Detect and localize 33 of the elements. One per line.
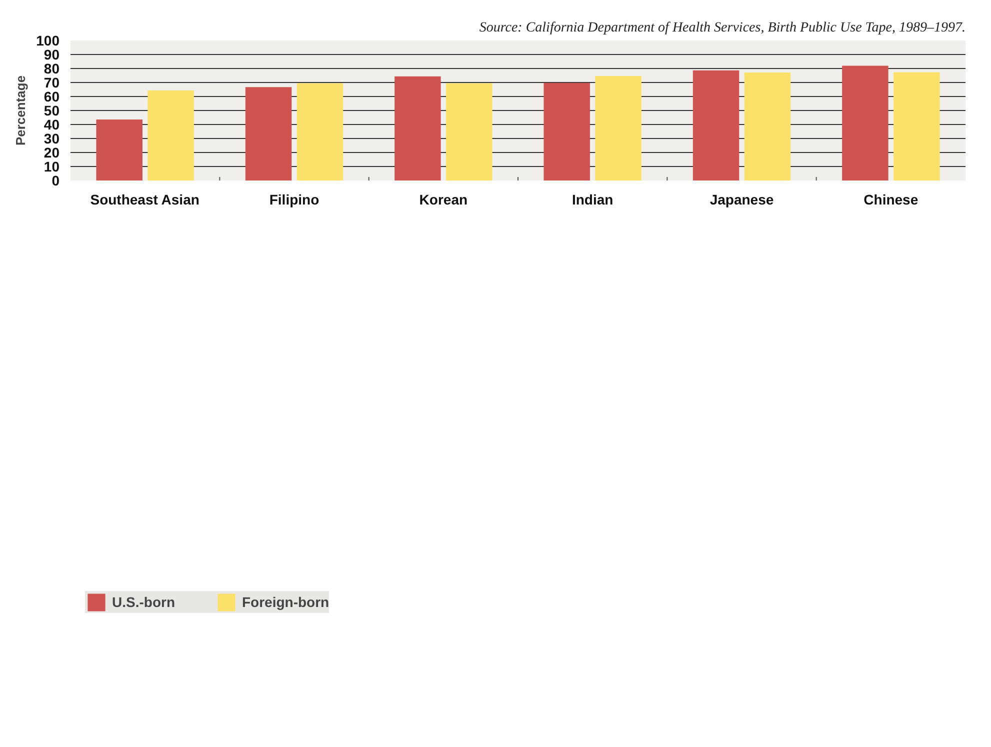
- y-tick-label: 50: [44, 102, 60, 118]
- x-tick-label: Japanese: [710, 192, 774, 208]
- x-tick-label: Korean: [419, 192, 468, 208]
- x-tick-label: Filipino: [269, 192, 320, 208]
- y-tick-label: 20: [44, 144, 60, 160]
- bar: [894, 72, 940, 180]
- y-tick-label: 90: [44, 46, 60, 62]
- y-tick-label: 70: [44, 74, 60, 90]
- y-tick-label: 10: [44, 158, 60, 174]
- bar: [296, 83, 344, 180]
- x-tick-label: Chinese: [864, 192, 918, 208]
- bar: [148, 90, 194, 180]
- y-tick-label: 0: [52, 172, 60, 188]
- y-tick-label: 40: [44, 116, 60, 132]
- bar: [842, 66, 888, 180]
- source-note: Source: California Department of Health Services, Birth Public Use Tape, 1989–1997.: [479, 20, 966, 36]
- y-axis-title: Percentage: [13, 75, 28, 146]
- y-tick-label: 100: [36, 32, 60, 48]
- bar: [744, 72, 791, 180]
- x-tick-label: Southeast Asian: [90, 192, 200, 208]
- bar: [245, 87, 292, 180]
- y-tick-label: 30: [44, 130, 60, 146]
- legend-label: U.S.-born: [112, 594, 175, 610]
- y-tick-label: 60: [44, 88, 60, 104]
- bar: [446, 83, 492, 180]
- x-tick-label: Indian: [572, 192, 614, 208]
- legend-label: Foreign-born: [242, 594, 330, 610]
- bar: [96, 119, 142, 180]
- bar: [692, 70, 740, 180]
- bar: [595, 76, 642, 180]
- y-tick-label: 80: [44, 60, 60, 76]
- bar: [394, 76, 441, 180]
- bar: [544, 82, 590, 180]
